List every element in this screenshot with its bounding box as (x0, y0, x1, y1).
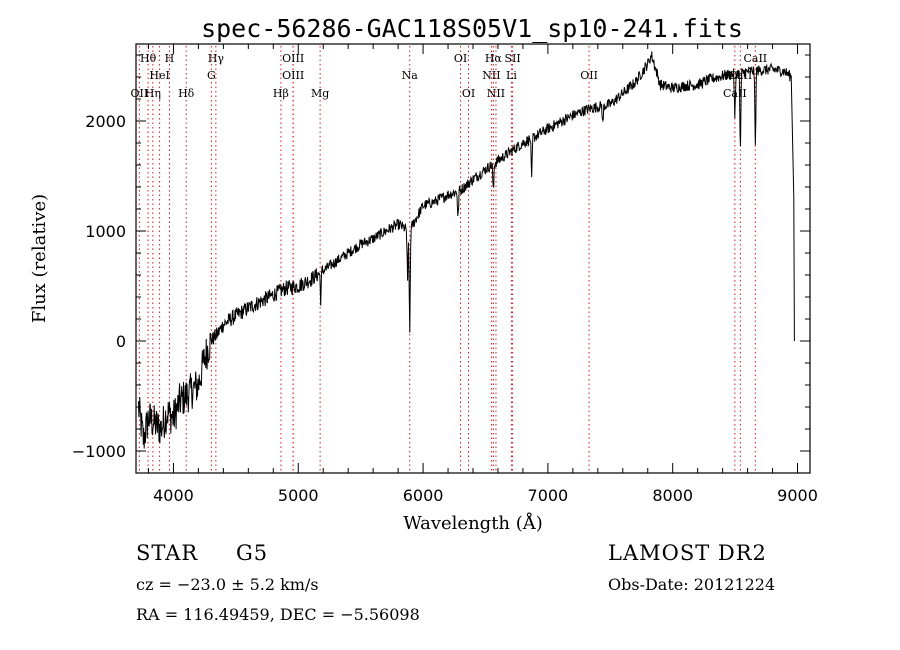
x-axis-label: Wavelength (Å) (403, 512, 543, 534)
line-marker-label: H (165, 52, 175, 65)
y-axis-label: Flux (relative) (29, 194, 50, 323)
y-tick-label: 2000 (85, 112, 126, 131)
y-axis: −1000 0 1000 2000 (72, 54, 810, 474)
x-tick-label: 4000 (153, 486, 194, 505)
line-marker-label: OIII (282, 69, 304, 82)
x-tick-label: 5000 (278, 486, 319, 505)
line-marker-label: NII (487, 87, 505, 100)
line-marker-label: G (207, 69, 216, 82)
survey-name: LAMOST DR2 (608, 541, 767, 565)
line-marker-label: Hβ (273, 87, 289, 100)
y-tick-label: 0 (116, 332, 126, 351)
coordinates: RA = 116.49459, DEC = −5.56098 (136, 605, 420, 624)
x-tick-label: 6000 (403, 486, 444, 505)
x-tick-label: 7000 (528, 486, 569, 505)
line-marker-label: Hα (485, 52, 503, 65)
observation-date: Obs-Date: 20121224 (608, 575, 776, 594)
y-tick-label: −1000 (72, 442, 126, 461)
chart-title: spec-56286-GAC118S05V1_sp10-241.fits (201, 14, 743, 43)
line-marker-label: HeI (149, 69, 169, 82)
object-subclass: G5 (236, 541, 269, 565)
line-marker-label: OIII (282, 52, 304, 65)
plot-frame (135, 43, 811, 474)
x-tick-label: 9000 (777, 486, 818, 505)
x-tick-label: 8000 (652, 486, 693, 505)
line-marker-label: OI (454, 52, 467, 65)
line-marker-label: Li (506, 69, 517, 82)
object-class: STAR (136, 541, 199, 565)
line-marker-label: Hθ (140, 52, 157, 65)
spectrum-line (138, 51, 795, 449)
line-marker-label: SII (504, 52, 520, 65)
line-marker-label: Hγ (208, 52, 225, 65)
x-axis: 4000 5000 6000 7000 8000 9000 (147, 44, 818, 505)
line-marker-label: NII (482, 69, 500, 82)
line-marker-label: OII (131, 87, 149, 100)
line-marker-label: CaII (729, 69, 753, 82)
line-marker-label: Mg (311, 87, 329, 100)
line-marker-label: CaII (743, 52, 767, 65)
line-marker-label: Na (402, 69, 419, 82)
line-marker-label: Hδ (178, 87, 195, 100)
line-marker-label: OI (462, 87, 475, 100)
line-markers (138, 46, 756, 471)
line-marker-label: Hη (145, 87, 161, 100)
y-tick-label: 1000 (85, 222, 126, 241)
line-marker-label: OII (580, 69, 598, 82)
redshift-cz: cz = −23.0 ± 5.2 km/s (136, 575, 319, 594)
